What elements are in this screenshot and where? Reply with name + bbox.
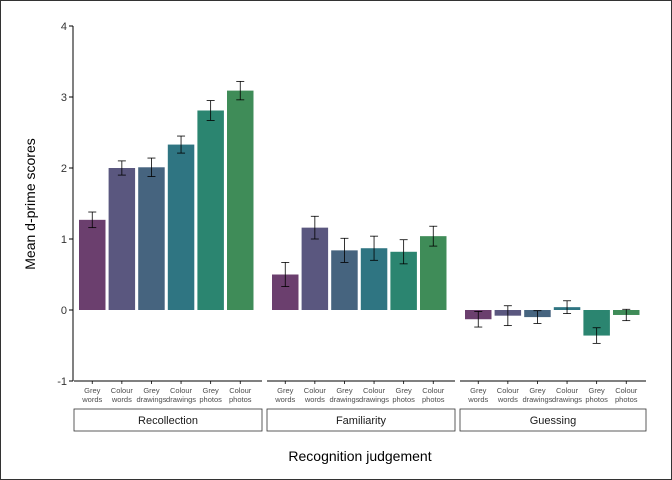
x-tick-label: Grey drawings	[522, 386, 552, 404]
x-tick-label-line: drawings	[166, 395, 196, 404]
x-tick-label: Colour words	[304, 386, 327, 404]
y-tick-label: 0	[61, 305, 67, 317]
x-tick-label-line: photos	[229, 395, 252, 404]
x-tick-label: Grey drawings	[329, 386, 359, 404]
y-axis: -1 0 1 2 3 4	[57, 21, 74, 388]
x-tick-label-line: drawings	[522, 395, 552, 404]
x-tick-label-line: Grey	[143, 386, 160, 395]
x-tick-label-line: Grey	[277, 386, 294, 395]
x-tick-label: Grey words	[81, 386, 102, 404]
y-tick-label: 3	[61, 92, 67, 104]
x-tick-label-line: Colour	[170, 386, 193, 395]
x-tick-label-line: photos	[199, 395, 222, 404]
x-tick-label: Grey words	[467, 386, 488, 404]
x-tick-label-line: Colour	[556, 386, 579, 395]
bar	[420, 236, 447, 310]
y-tick-label: 4	[61, 21, 67, 33]
x-tick-label: Grey photos	[199, 386, 222, 404]
facet-strip	[266, 408, 456, 432]
x-tick-label-line: Colour	[304, 386, 327, 395]
bar	[167, 144, 195, 310]
bar	[197, 110, 224, 311]
x-tick-label-line: photos	[615, 395, 638, 404]
x-tick-label: Colour drawings	[359, 386, 389, 404]
y-axis-title: Mean d-prime scores	[22, 138, 38, 270]
x-tick-label: Colour photos	[615, 386, 638, 404]
x-tick-label-line: Grey	[84, 386, 101, 395]
facet-strip	[459, 408, 647, 432]
facet-strip	[73, 408, 263, 432]
x-tick-label-line: Colour	[229, 386, 252, 395]
x-tick-label: Grey photos	[392, 386, 415, 404]
x-tick-label-line: photos	[422, 395, 445, 404]
bar	[108, 168, 136, 310]
x-tick-label-line: words	[467, 395, 488, 404]
bar	[301, 227, 329, 310]
x-axis-title: Recognition judgement	[288, 448, 431, 464]
x-tick-label-line: Colour	[111, 386, 134, 395]
x-tick-label-line: words	[304, 395, 325, 404]
y-tick-label: 2	[61, 163, 67, 175]
bar	[138, 167, 165, 310]
y-tick-label: -1	[57, 376, 67, 388]
bar	[79, 219, 106, 310]
x-tick-label: Colour drawings	[166, 386, 196, 404]
x-tick-label: Grey photos	[585, 386, 608, 404]
x-tick-label-line: Grey	[589, 386, 606, 395]
x-tick-label-line: drawings	[359, 395, 389, 404]
x-tick-label: Grey drawings	[136, 386, 166, 404]
x-tick-label-line: words	[81, 395, 102, 404]
x-tick-label: Colour words	[497, 386, 520, 404]
x-tick-label-line: Grey	[396, 386, 413, 395]
x-tick-label-line: photos	[392, 395, 415, 404]
x-tick-label-line: drawings	[552, 395, 582, 404]
x-tick-label-line: words	[497, 395, 518, 404]
x-tick-label: Grey words	[274, 386, 295, 404]
x-tick-label-line: photos	[585, 395, 608, 404]
x-tick-label-line: Grey	[336, 386, 353, 395]
x-tick-label-line: drawings	[329, 395, 359, 404]
x-tick-label-line: Grey	[529, 386, 546, 395]
x-tick-label-line: words	[111, 395, 132, 404]
facet-strip-label: Familiarity	[336, 415, 387, 427]
x-tick-label: Colour photos	[422, 386, 445, 404]
x-tick-label-line: Colour	[422, 386, 445, 395]
x-tick-label-line: words	[274, 395, 295, 404]
bar	[227, 90, 254, 310]
x-tick-label-line: drawings	[136, 395, 166, 404]
y-tick-label: 1	[61, 234, 67, 246]
facet-strip-label: Recollection	[138, 415, 198, 427]
facet-strip-label: Guessing	[530, 415, 576, 427]
x-tick-label-line: Grey	[470, 386, 487, 395]
x-tick-label-line: Colour	[363, 386, 386, 395]
x-tick-label: Colour drawings	[552, 386, 582, 404]
x-tick-label: Colour words	[111, 386, 134, 404]
x-tick-label-line: Colour	[497, 386, 520, 395]
x-tick-label-line: Grey	[203, 386, 220, 395]
x-tick-label: Colour photos	[229, 386, 252, 404]
x-tick-label-line: Colour	[615, 386, 638, 395]
